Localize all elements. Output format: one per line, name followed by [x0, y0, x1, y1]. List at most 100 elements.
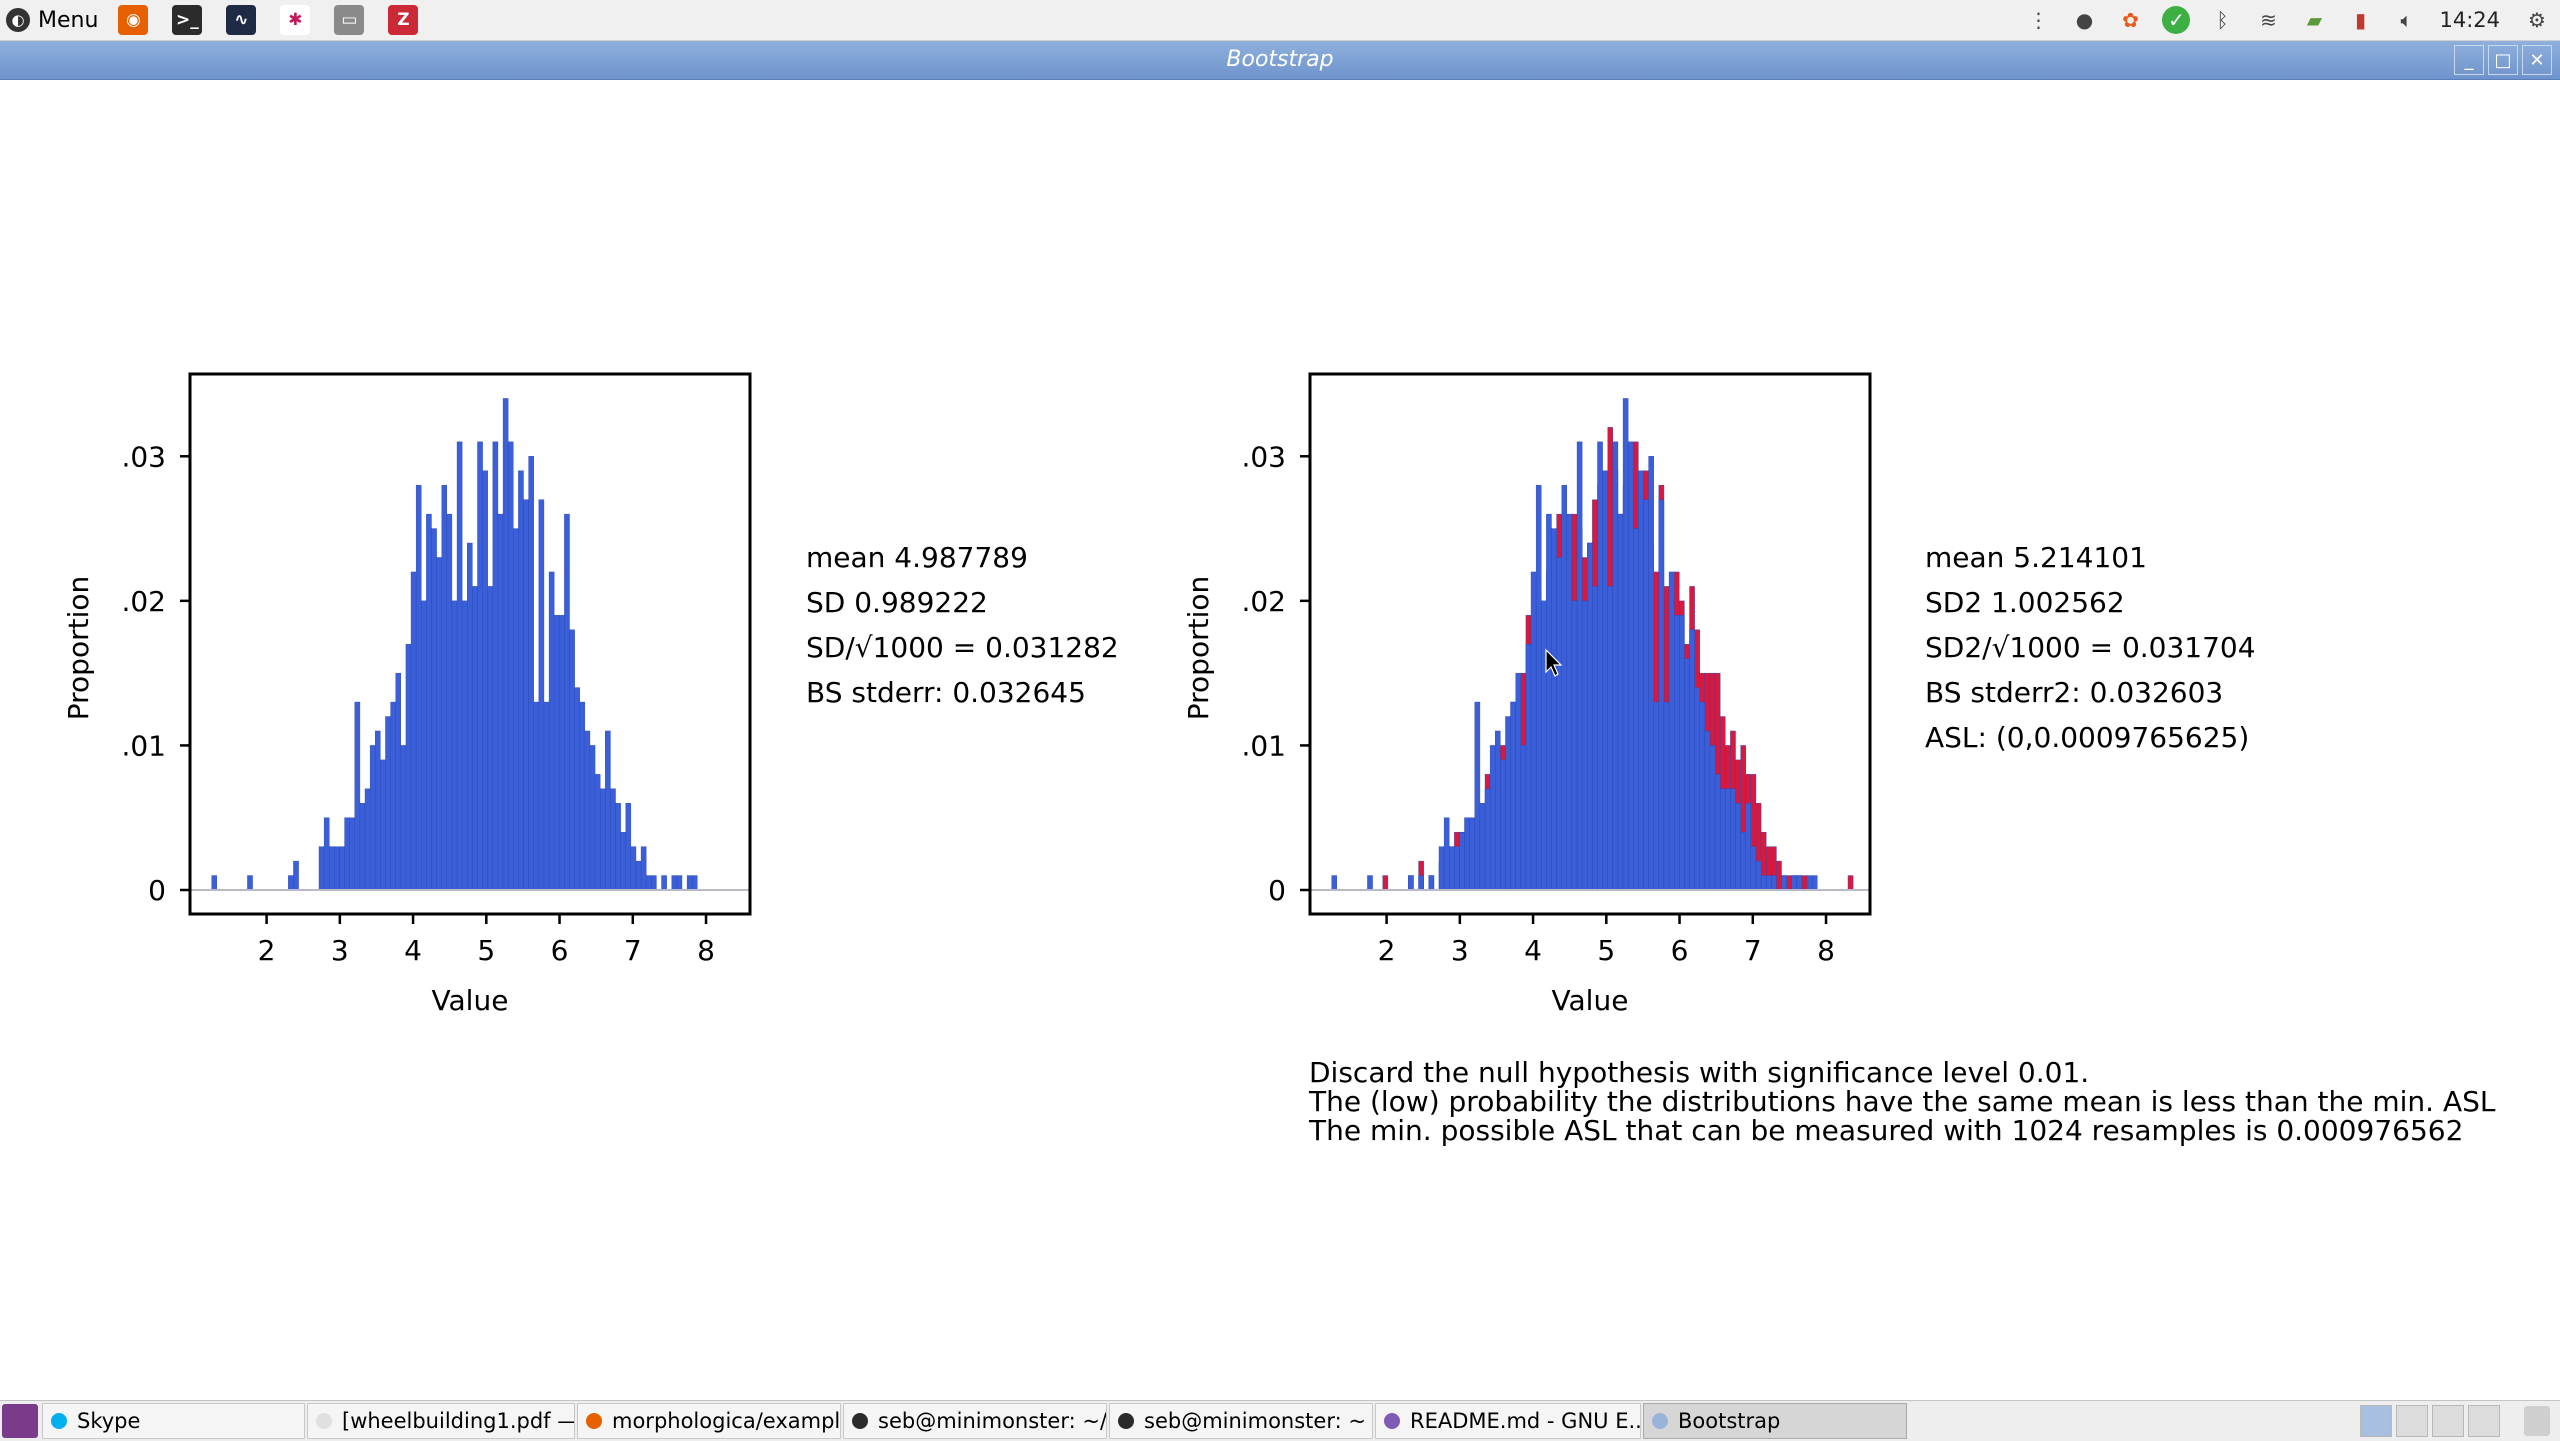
- check-shield-icon[interactable]: ✓: [2162, 6, 2191, 34]
- x-tick-label: 2: [1378, 934, 1396, 967]
- taskbar-item[interactable]: morphologica/exampl...: [577, 1403, 841, 1439]
- taskbar-item-label: [wheelbuilding1.pdf —...: [342, 1409, 575, 1433]
- histogram-bar: [339, 846, 345, 891]
- histogram-bar: [405, 644, 412, 891]
- app-icon: [51, 1413, 67, 1429]
- workspace-2-button[interactable]: [2396, 1405, 2428, 1437]
- taskbar-item[interactable]: seb@minimonster: ~/...: [843, 1403, 1107, 1439]
- histogram-bar: [426, 513, 432, 891]
- network-icon[interactable]: ▰: [2306, 8, 2323, 32]
- terminal-icon[interactable]: >_: [172, 5, 203, 35]
- histogram-bar: [482, 470, 488, 891]
- histogram-bar: [1546, 513, 1552, 891]
- histogram-bar: [1469, 817, 1476, 891]
- histogram-bar: [1806, 875, 1813, 891]
- histogram-bar: [1612, 441, 1619, 891]
- histogram-bar: [323, 817, 330, 891]
- histogram-bar: [574, 687, 580, 891]
- histogram-bar: [1673, 615, 1680, 891]
- bs-stderr2-text: BS stderr2: 0.032603: [1925, 676, 2224, 709]
- histogram-bar: [625, 803, 632, 891]
- wifi-icon[interactable]: ≋: [2260, 8, 2277, 32]
- workspace-3-button[interactable]: [2432, 1405, 2464, 1437]
- histogram-bar: [364, 788, 371, 891]
- histogram-bar: [538, 499, 545, 891]
- histogram-bar: [1791, 875, 1798, 891]
- y-tick-label: 0: [148, 874, 166, 907]
- histogram-bar: [686, 875, 693, 891]
- y-tick-label: .01: [121, 729, 166, 762]
- taskbar-item[interactable]: Skype: [42, 1403, 305, 1439]
- histogram-bar: [1771, 875, 1777, 891]
- drag-handle-icon[interactable]: ⋮: [2028, 8, 2049, 32]
- histogram-bar: [1750, 846, 1757, 891]
- histogram-bar: [1510, 701, 1516, 891]
- workspace-1-button[interactable]: [2360, 1405, 2392, 1437]
- histogram-bar: [1607, 586, 1614, 891]
- close-button[interactable]: ✕: [2522, 45, 2552, 75]
- system-tray: ⋮ ● ✿ ✓ ᛒ ≋ ▰ ▮ 🔈︎ 14:24 ⚙: [2015, 0, 2560, 40]
- histogram-bar: [1735, 803, 1741, 891]
- histogram-bar: [1714, 774, 1721, 891]
- zotero-icon[interactable]: Z: [388, 5, 419, 35]
- menu-label: Menu: [38, 7, 99, 33]
- taskbar-item[interactable]: Bootstrap: [1643, 1403, 1907, 1439]
- clock[interactable]: 14:24: [2439, 8, 2500, 32]
- histogram-bar: [390, 701, 396, 891]
- histogram-bar: [579, 701, 586, 891]
- histogram-bar: [1622, 398, 1629, 891]
- taskbar-item[interactable]: [wheelbuilding1.pdf —...: [307, 1403, 575, 1439]
- taskbar-item[interactable]: README.md - GNU E...: [1375, 1403, 1641, 1439]
- taskbar-item[interactable]: seb@minimonster: ~: [1109, 1403, 1373, 1439]
- asl-text: ASL: (0,0.0009765625): [1925, 721, 2250, 754]
- slack-icon[interactable]: ✱: [280, 5, 311, 35]
- histogram-bar: [1801, 875, 1808, 891]
- trash-icon[interactable]: [2524, 1406, 2550, 1436]
- record-icon[interactable]: ●: [2075, 8, 2094, 32]
- histogram-bar: [671, 875, 678, 891]
- sd-text: SD 0.989222: [806, 586, 988, 619]
- app-icon: [1118, 1413, 1134, 1429]
- histogram-bar: [1438, 846, 1445, 891]
- settings-gear-icon[interactable]: ⚙: [2528, 8, 2546, 32]
- show-desktop-button[interactable]: [2, 1404, 38, 1438]
- histogram-bar: [456, 441, 463, 891]
- histogram-bar: [1812, 875, 1818, 891]
- menu-button[interactable]: ◐ Menu: [0, 0, 106, 40]
- app-indicator-icon[interactable]: ✿: [2122, 8, 2139, 32]
- histogram-bar: [1627, 441, 1634, 891]
- histogram-bar: [1638, 470, 1644, 891]
- bluetooth-icon[interactable]: ᛒ: [2216, 8, 2229, 32]
- x-tick-label: 6: [1671, 934, 1689, 967]
- sd-sqrt-text: SD/√1000 = 0.031282: [806, 631, 1119, 664]
- histogram-bar: [692, 875, 698, 891]
- taskbar-item-label: morphologica/exampl...: [612, 1409, 841, 1433]
- histogram-bar: [1781, 875, 1787, 891]
- top-panel: ◐ Menu ◉ >_ ∿ ✱ ▭ Z ⋮ ● ✿ ✓ ᛒ ≋ ▰ ▮ 🔈︎ 14:24 …: [0, 0, 2560, 41]
- conclusion-line-3: The min. possible ASL that can be measur…: [1309, 1114, 2464, 1147]
- stats-right: mean 5.214101 SD2 1.002562 SD2/√1000 = 0…: [1925, 535, 2256, 760]
- histogram-bar: [211, 875, 217, 891]
- taskbar-item-label: README.md - GNU E...: [1410, 1409, 1641, 1433]
- window-titlebar[interactable]: Bootstrap _ □ ✕: [0, 41, 2560, 80]
- histogram-bar: [497, 513, 504, 891]
- plot-frame: [188, 372, 752, 916]
- histogram-bar: [523, 499, 529, 891]
- histogram-bar: [369, 745, 376, 891]
- workspace-4-button[interactable]: [2468, 1405, 2500, 1437]
- x-tick-label: 7: [1744, 934, 1762, 967]
- firefox-icon[interactable]: ◉: [118, 5, 149, 35]
- x-tick-label: 2: [258, 934, 276, 967]
- mouse-cursor-icon: [1545, 648, 1563, 677]
- histogram-bar: [1689, 629, 1695, 891]
- histogram-bar: [1699, 701, 1706, 891]
- minimize-button[interactable]: _: [2454, 45, 2484, 75]
- maximize-button[interactable]: □: [2488, 45, 2518, 75]
- system-monitor-icon[interactable]: ∿: [226, 5, 257, 35]
- battery-icon[interactable]: ▮: [2354, 8, 2366, 32]
- histogram-bar: [559, 615, 565, 891]
- histogram-bar: [1679, 615, 1685, 891]
- files-icon[interactable]: ▭: [334, 5, 365, 35]
- histogram-bar: [1581, 600, 1588, 891]
- volume-icon[interactable]: 🔈︎: [2400, 8, 2413, 32]
